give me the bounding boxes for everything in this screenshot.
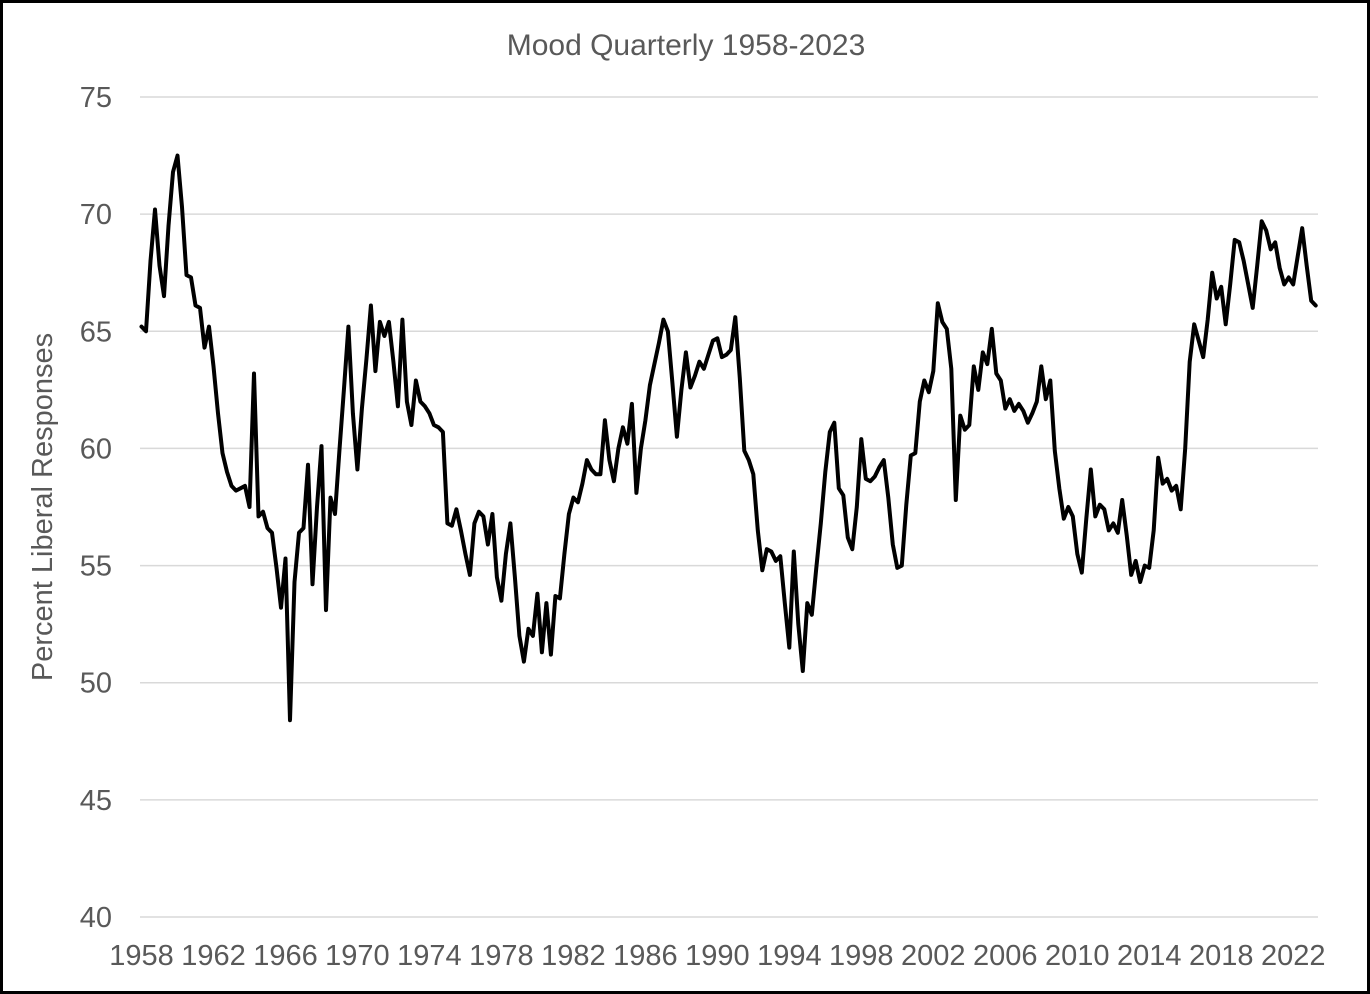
- x-tick-label-2006: 2006: [973, 940, 1038, 972]
- x-tick-label-1990: 1990: [685, 940, 750, 972]
- y-tick-labels-group: 40 45 50 55 60 65 70 75: [80, 82, 112, 934]
- y-tick-label-75: 75: [80, 82, 112, 114]
- x-tick-label-1958: 1958: [109, 940, 174, 972]
- y-tick-label-70: 70: [80, 199, 112, 231]
- y-tick-label-55: 55: [80, 551, 112, 583]
- x-tick-label-2022: 2022: [1261, 940, 1326, 972]
- x-tick-label-1982: 1982: [541, 940, 606, 972]
- x-tick-label-1974: 1974: [397, 940, 462, 972]
- x-tick-label-1986: 1986: [613, 940, 678, 972]
- x-tick-label-2014: 2014: [1117, 940, 1182, 972]
- x-tick-label-1970: 1970: [325, 940, 390, 972]
- y-tick-label-40: 40: [80, 902, 112, 934]
- chart-title: Mood Quarterly 1958-2023: [507, 29, 866, 62]
- x-tick-label-2018: 2018: [1189, 940, 1254, 972]
- x-tick-label-1998: 1998: [829, 940, 894, 972]
- y-axis-title: Percent Liberal Responses: [27, 333, 59, 681]
- y-tick-label-65: 65: [80, 316, 112, 348]
- x-tick-label-2002: 2002: [901, 940, 966, 972]
- y-tick-label-45: 45: [80, 785, 112, 817]
- x-tick-label-2010: 2010: [1045, 940, 1110, 972]
- x-tick-labels-group: 1958 1962 1966 1970 1974 1978 1982 1986 1990 1994…: [109, 940, 1325, 972]
- x-tick-label-1962: 1962: [181, 940, 246, 972]
- y-tick-label-50: 50: [80, 668, 112, 700]
- mood-series-line: [139, 153, 1318, 723]
- x-tick-label-1994: 1994: [757, 940, 822, 972]
- y-tick-label-60: 60: [80, 433, 112, 465]
- x-tick-label-1978: 1978: [469, 940, 534, 972]
- gridlines-group: [140, 96, 1318, 918]
- x-tick-label-1966: 1966: [253, 940, 318, 972]
